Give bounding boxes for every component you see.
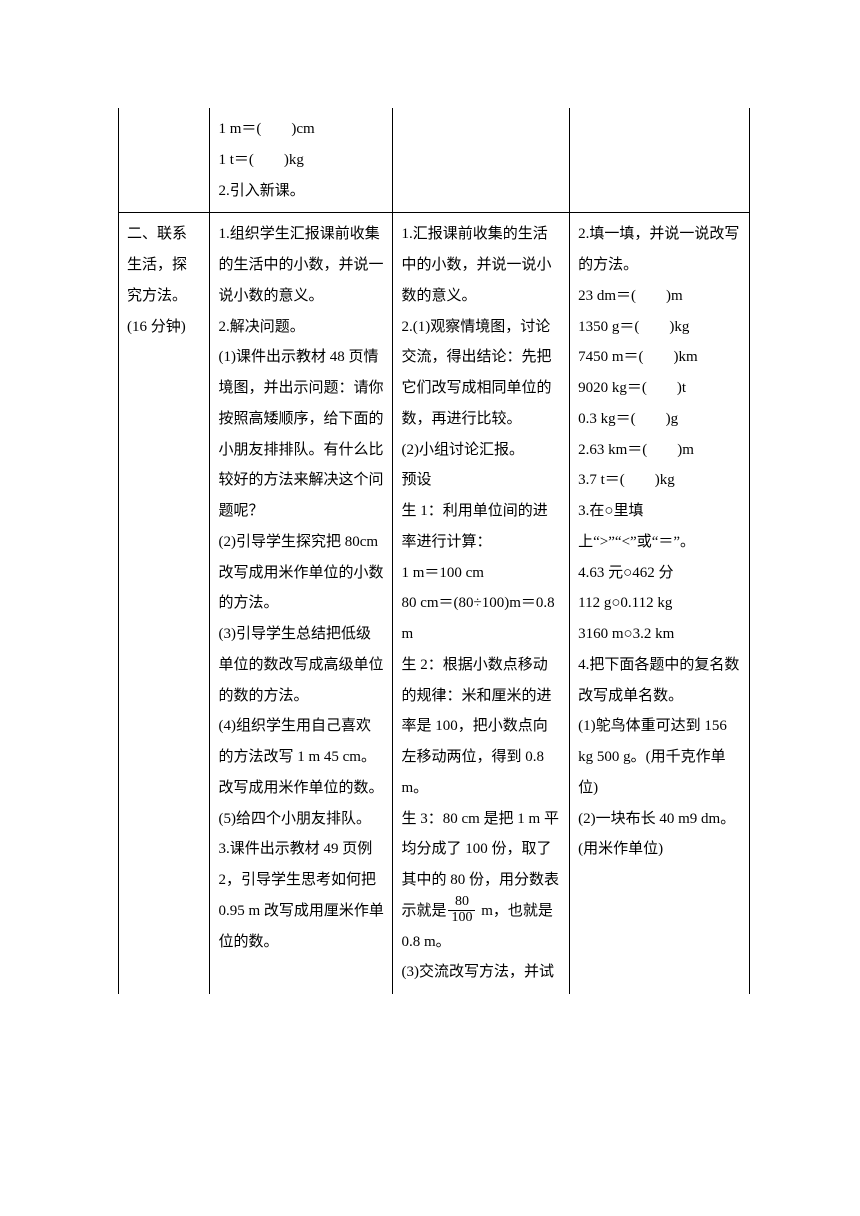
text: 3.7 t＝( )kg <box>578 465 741 496</box>
text: 0.3 kg＝( )g <box>578 404 741 435</box>
text: 2.解决问题。 <box>218 312 384 343</box>
text: 1350 g＝( )kg <box>578 312 741 343</box>
text: (2)一块布长 40 m9 dm。(用米作单位) <box>578 804 741 866</box>
text: 3160 m○3.2 km <box>578 619 741 650</box>
stage-title: 二、联系生活，探究方法。 <box>127 219 201 311</box>
cell-stage: 二、联系生活，探究方法。 (16 分钟) <box>119 213 210 994</box>
text: 2.引入新课。 <box>218 176 384 207</box>
cell-student: 1.汇报课前收集的生活中的小数，并说一说小数的意义。 2.(1)观察情境图，讨论… <box>393 213 570 994</box>
text: 3.在○里填上“>”“<”或“＝”。 <box>578 496 741 558</box>
text: 3.课件出示教材 49 页例2，引导学生思考如何把0.95 m 改写成用厘米作单… <box>218 834 384 957</box>
table-row: 二、联系生活，探究方法。 (16 分钟) 1.组织学生汇报课前收集的生活中的小数… <box>119 213 750 994</box>
text: 2.(1)观察情境图，讨论交流，得出结论：先把它们改写成相同单位的数，再进行比较… <box>401 312 561 435</box>
text: 生 1：利用单位间的进率进行计算： <box>401 496 561 558</box>
lesson-plan-table: 1 m＝( )cm 1 t＝( )kg 2.引入新课。 二、联系生活，探究方法。… <box>118 108 750 994</box>
text: 4.把下面各题中的复名数改写成单名数。 <box>578 650 741 712</box>
cell-exercise: 2.填一填，并说一说改写的方法。 23 dm＝( )m 1350 g＝( )kg… <box>570 213 750 994</box>
text: 1.组织学生汇报课前收集的生活中的小数，并说一说小数的意义。 <box>218 219 384 311</box>
text: 预设 <box>401 465 561 496</box>
text: 9020 kg＝( )t <box>578 373 741 404</box>
text: (1)课件出示教材 48 页情境图，并出示问题：请你按照高矮顺序，给下面的小朋友… <box>218 342 384 527</box>
cell-teacher: 1 m＝( )cm 1 t＝( )kg 2.引入新课。 <box>210 108 393 213</box>
text: 生 3：80 cm 是把 1 m 平均分成了 100 份，取了其中的 80 份，… <box>401 804 561 958</box>
text: (5)给四个小朋友排队。 <box>218 804 384 835</box>
denominator: 100 <box>448 911 475 926</box>
text: 生 2：根据小数点移动的规律：米和厘米的进率是 100，把小数点向左移动两位，得… <box>401 650 561 804</box>
text: 1 t＝( )kg <box>218 145 384 176</box>
text: (2)引导学生探究把 80cm改写成用米作单位的小数的方法。 <box>218 527 384 619</box>
cell-stage <box>119 108 210 213</box>
stage-duration: (16 分钟) <box>127 312 201 343</box>
text: (3)交流改写方法，并试 <box>401 957 561 988</box>
text: 1.汇报课前收集的生活中的小数，并说一说小数的意义。 <box>401 219 561 311</box>
text: (2)小组讨论汇报。 <box>401 435 561 466</box>
text: 4.63 元○462 分 <box>578 558 741 589</box>
text: 2.63 km＝( )m <box>578 435 741 466</box>
document-page: 1 m＝( )cm 1 t＝( )kg 2.引入新课。 二、联系生活，探究方法。… <box>0 0 860 1074</box>
text: 80 cm＝(80÷100)m＝0.8 m <box>401 588 561 650</box>
cell-teacher: 1.组织学生汇报课前收集的生活中的小数，并说一说小数的意义。 2.解决问题。 (… <box>210 213 393 994</box>
cell-exercise <box>570 108 750 213</box>
text: (4)组织学生用自己喜欢的方法改写 1 m 45 cm。改写成用米作单位的数。 <box>218 711 384 803</box>
table-row: 1 m＝( )cm 1 t＝( )kg 2.引入新课。 <box>119 108 750 213</box>
text: 2.填一填，并说一说改写的方法。 <box>578 219 741 281</box>
text: 1 m＝100 cm <box>401 558 561 589</box>
text: 7450 m＝( )km <box>578 342 741 373</box>
cell-student <box>393 108 570 213</box>
numerator: 80 <box>448 895 475 911</box>
text: (3)引导学生总结把低级单位的数改写成高级单位的数的方法。 <box>218 619 384 711</box>
text: 23 dm＝( )m <box>578 281 741 312</box>
fraction: 80100 <box>448 895 475 925</box>
text: (1)鸵鸟体重可达到 156 kg 500 g。(用千克作单位) <box>578 711 741 803</box>
text: 112 g○0.112 kg <box>578 588 741 619</box>
text: 1 m＝( )cm <box>218 114 384 145</box>
